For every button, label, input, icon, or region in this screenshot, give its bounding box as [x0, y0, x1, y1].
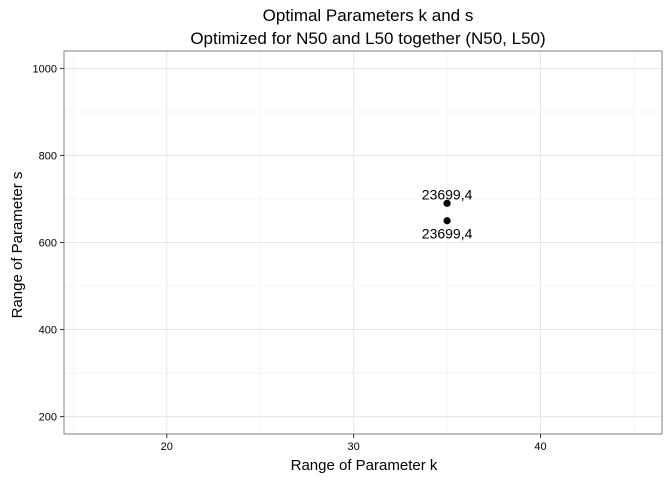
major-gridlines — [64, 51, 662, 434]
chart-subtitle: Optimized for N50 and L50 together (N50,… — [190, 29, 545, 48]
x-axis-label: Range of Parameter k — [291, 457, 438, 474]
scatter-point — [443, 199, 451, 207]
data-point-labels: 23699,4 23699,4 — [422, 186, 473, 241]
chart-title: Optimal Parameters k and s — [263, 6, 474, 25]
x-tick-label: 40 — [534, 441, 546, 453]
data-points — [443, 199, 451, 225]
x-tick-label: 30 — [348, 441, 360, 453]
y-tick-label: 1000 — [33, 63, 57, 75]
point-label: 23699,4 — [422, 226, 473, 242]
x-tick-label: 20 — [161, 441, 173, 453]
y-axis-ticks: 200 400 600 800 1000 — [33, 63, 64, 424]
y-tick-label: 800 — [39, 150, 57, 162]
y-axis-label: Range of Parameter s — [9, 172, 26, 319]
point-label: 23699,4 — [422, 186, 473, 202]
x-axis-ticks: 20 30 40 — [161, 434, 547, 453]
y-tick-label: 400 — [39, 325, 57, 337]
scatter-point — [443, 217, 451, 225]
y-tick-label: 200 — [39, 412, 57, 424]
minor-gridlines — [64, 51, 662, 434]
y-tick-label: 600 — [39, 238, 57, 250]
